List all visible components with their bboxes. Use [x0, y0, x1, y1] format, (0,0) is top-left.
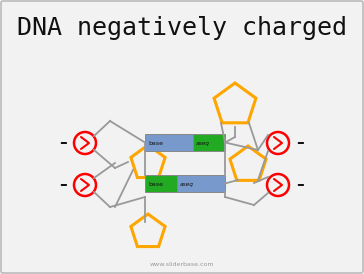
- Text: aseq: aseq: [196, 141, 210, 146]
- Text: base: base: [148, 141, 163, 146]
- Text: –: –: [296, 178, 304, 193]
- Text: –: –: [59, 136, 67, 150]
- Bar: [193, 134, 225, 151]
- Bar: [177, 175, 225, 192]
- Text: base: base: [148, 182, 163, 187]
- Text: –: –: [59, 178, 67, 193]
- Text: –: –: [296, 136, 304, 150]
- Text: DNA negatively charged: DNA negatively charged: [17, 16, 347, 40]
- Bar: [145, 175, 177, 192]
- Bar: [145, 134, 193, 151]
- Text: www.sliderbase.com: www.sliderbase.com: [150, 261, 214, 267]
- Text: aseq: aseq: [180, 182, 194, 187]
